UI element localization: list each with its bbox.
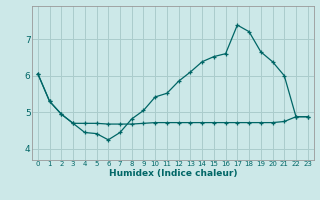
- X-axis label: Humidex (Indice chaleur): Humidex (Indice chaleur): [108, 169, 237, 178]
